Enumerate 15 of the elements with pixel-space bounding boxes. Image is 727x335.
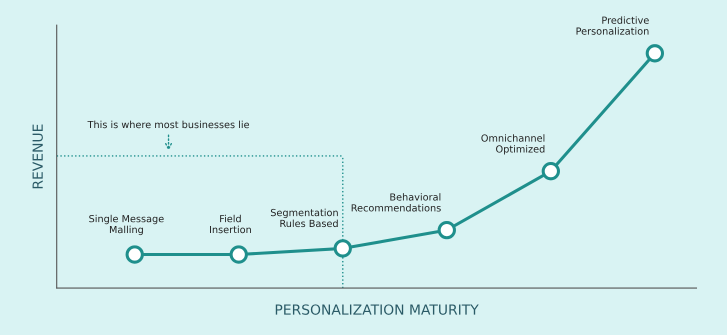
- point: [230, 245, 248, 264]
- annotation: Behavioral Recommendations: [352, 193, 441, 212]
- x-axis-title: PERSONALIZATION MATURITY: [276, 304, 479, 315]
- point: [438, 220, 456, 240]
- point: [542, 162, 560, 180]
- annotation: Omnichannel Optimized: [481, 134, 544, 155]
- point: [646, 44, 664, 62]
- y-axis-title: REVENUE: [32, 124, 43, 188]
- annotation: This is where most businesses lie: [87, 120, 250, 128]
- annotation: Field Insertion: [210, 214, 251, 234]
- text: Predictive Personalization: [576, 16, 649, 35]
- point: [334, 239, 352, 258]
- point: [126, 245, 144, 264]
- annotation: Segmentation Rules Based: [270, 208, 338, 228]
- annotation: Single Message Malling: [89, 214, 164, 236]
